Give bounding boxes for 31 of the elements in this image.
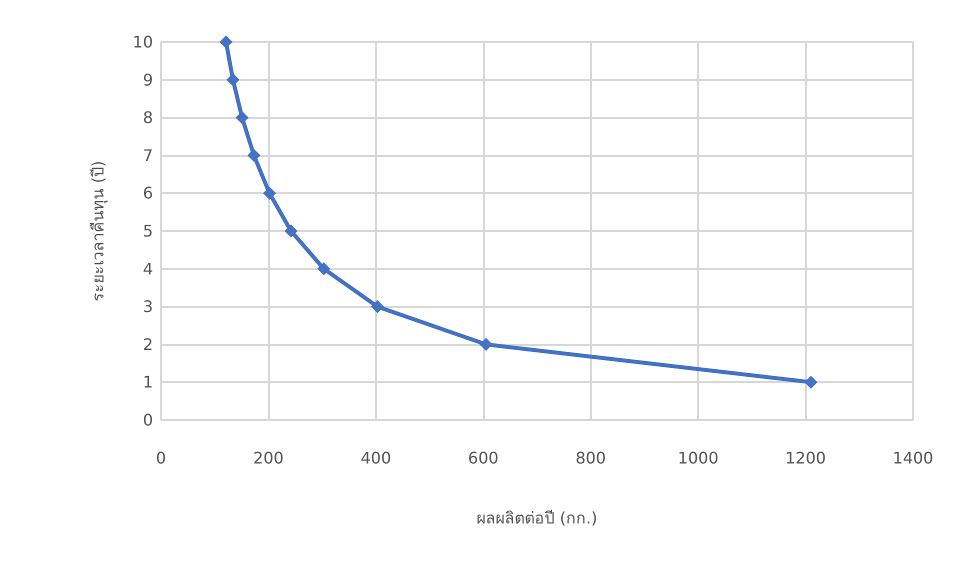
point bbox=[263, 186, 276, 200]
y-tick-label: 5 bbox=[142, 222, 153, 240]
y-tick-label: 9 bbox=[142, 70, 153, 90]
x-tick-label: 1000 bbox=[678, 448, 718, 468]
x-tick-label: 1400 bbox=[892, 448, 934, 468]
y-axis-title: ระยะเวลาคืนทุน (ปี) bbox=[88, 160, 108, 302]
y-tick-label: 8 bbox=[142, 108, 153, 128]
y-tick-label: 2 bbox=[142, 334, 153, 354]
x-tick-label: 400 bbox=[360, 448, 392, 468]
point bbox=[284, 224, 298, 238]
x-tick-label: 800 bbox=[575, 448, 606, 468]
y-tick-label: 0 bbox=[142, 410, 153, 430]
point bbox=[226, 73, 240, 86]
point bbox=[247, 148, 260, 162]
point bbox=[804, 376, 818, 389]
point bbox=[219, 36, 232, 48]
x-tick-label: 0 bbox=[156, 448, 166, 468]
point bbox=[479, 338, 492, 351]
y-tick-label: 10 bbox=[132, 32, 153, 52]
y-tick-label: 4 bbox=[142, 259, 153, 278]
y-tick-label: 3 bbox=[142, 297, 153, 316]
point bbox=[370, 300, 384, 314]
y-tick-label: 6 bbox=[142, 184, 153, 203]
x-tick-label: 600 bbox=[468, 448, 499, 468]
point bbox=[317, 262, 330, 276]
point bbox=[236, 111, 249, 124]
x-tick-label: 200 bbox=[253, 448, 284, 468]
y-tick-label: 1 bbox=[142, 372, 153, 392]
y-tick-label: 7 bbox=[142, 146, 153, 165]
x-tick-label: 1200 bbox=[785, 448, 826, 468]
x-axis-title: ผลผลิตต่อปี (กก.) bbox=[476, 508, 598, 528]
